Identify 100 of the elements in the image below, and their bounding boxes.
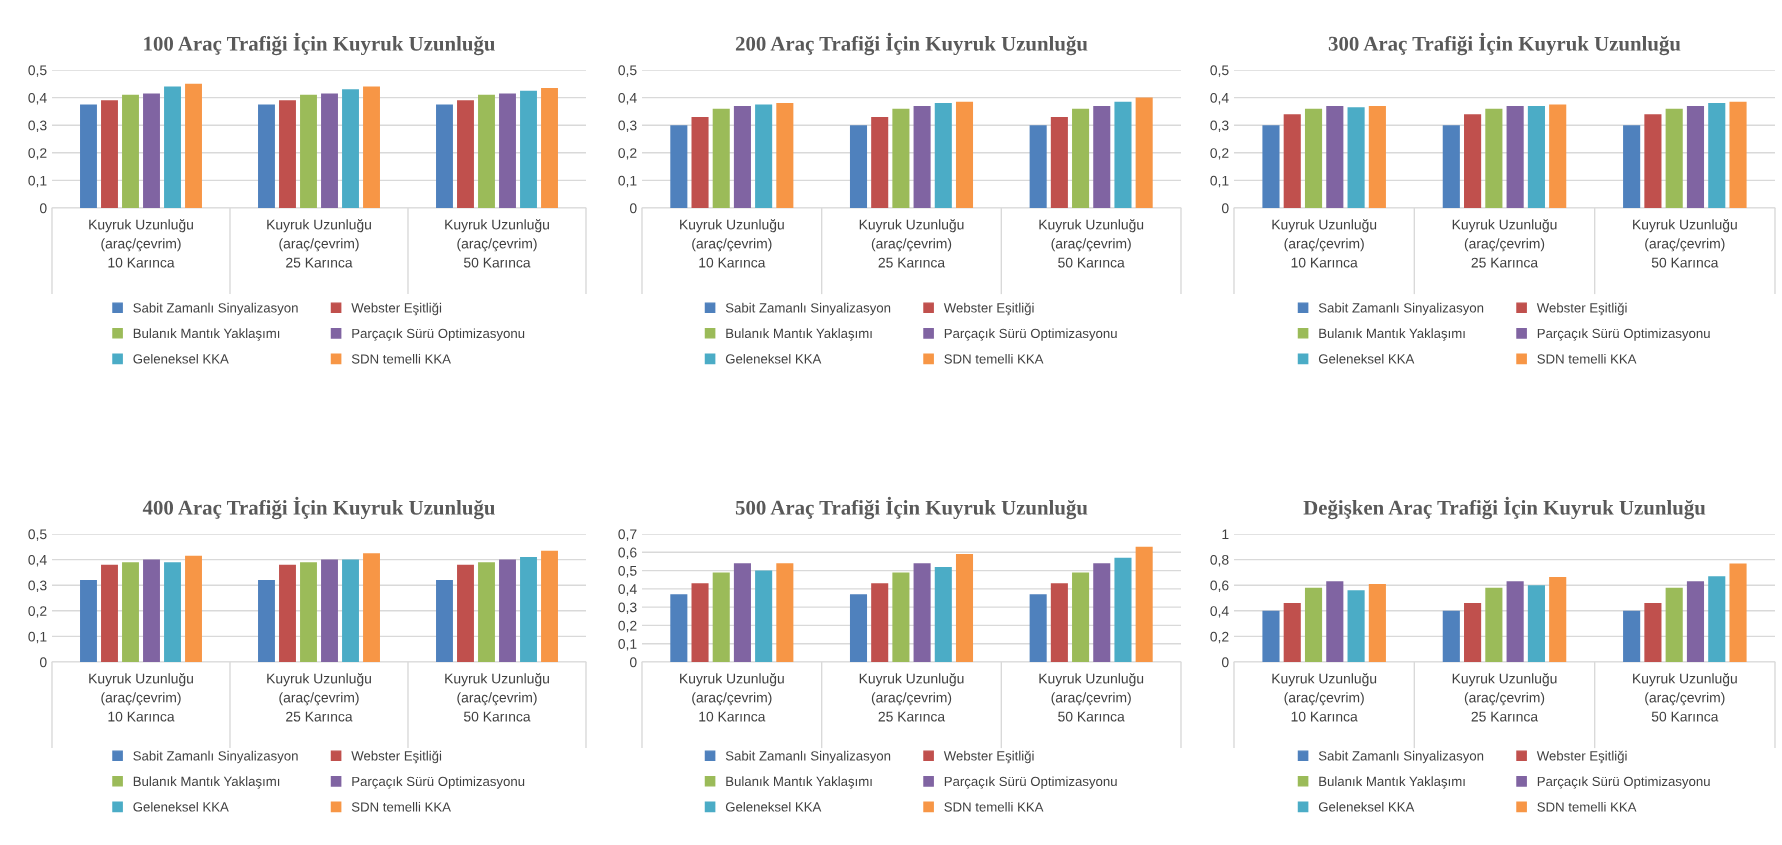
legend-label: Bulanık Mantık Yaklaşımı — [133, 328, 280, 341]
bar — [1283, 114, 1301, 208]
y-tick-label: 0,4 — [28, 92, 47, 105]
bar — [1623, 125, 1641, 208]
legend-label: Webster Eşitliği — [943, 302, 1034, 316]
bar — [363, 86, 380, 208]
bar — [143, 93, 160, 208]
legend-label: Bulanık Mantık Yaklaşımı — [726, 776, 872, 789]
legend-label: Geleneksel KKA — [133, 353, 229, 364]
bar — [1072, 572, 1090, 662]
x-tick-label: Kuyruk Uzunluğu (araç/çevrim) 25 Karınca — [1452, 219, 1557, 268]
bar — [279, 564, 296, 662]
y-tick-label: 0,6 — [618, 547, 637, 560]
bar — [913, 563, 931, 662]
legend-label: Webster Eşitliği — [351, 750, 442, 764]
bar — [1304, 108, 1323, 208]
legend-label: Webster Eşitliği — [943, 750, 1034, 764]
bar — [1050, 116, 1068, 208]
bar — [279, 100, 296, 208]
bar — [1029, 125, 1047, 208]
legend-label: Geleneksel KKA — [1318, 801, 1415, 812]
x-tick-label: Kuyruk Uzunluğu (araç/çevrim) 25 Karınca — [1452, 673, 1557, 722]
bar — [871, 116, 889, 208]
legend-label: Sabit Zamanlı Sinyalizasyon — [725, 302, 891, 316]
bar — [670, 594, 688, 662]
legend-label: Parçaçık Sürü Optimizasyonu — [352, 776, 525, 789]
legend-label: Geleneksel KKA — [133, 801, 229, 812]
y-tick-label: 0,2 — [1210, 631, 1229, 644]
y-tick-label: 0,5 — [618, 565, 637, 578]
bar — [776, 103, 794, 208]
legend-label: Webster Eşitliği — [351, 302, 442, 316]
x-tick-label: Kuyruk Uzunluğu (araç/çevrim) 50 Karınca — [445, 673, 549, 722]
y-tick-label: 0,2 — [28, 606, 47, 618]
bar — [457, 100, 474, 208]
bar — [955, 554, 974, 662]
y-tick-label: 0,2 — [1210, 148, 1229, 160]
x-tick-label: Kuyruk Uzunluğu (araç/çevrim) 25 Karınca — [267, 219, 371, 268]
y-tick-label: 0,3 — [618, 120, 637, 133]
bar — [258, 580, 275, 662]
x-tick-label: Kuyruk Uzunluğu (araç/çevrim) 25 Karınca — [859, 219, 964, 268]
bar — [913, 105, 931, 208]
legend-label: Bulanık Mantık Yaklaşımı — [1319, 776, 1465, 789]
bar — [1644, 603, 1662, 662]
y-tick-label: 0,3 — [28, 580, 47, 593]
bar — [321, 559, 338, 662]
y-tick-label: 0,4 — [28, 554, 47, 567]
x-tick-label: Kuyruk Uzunluğu (araç/çevrim) 10 Karınca — [1272, 673, 1377, 722]
y-tick-label: 0,5 — [618, 65, 637, 77]
bar — [1527, 585, 1545, 662]
bar — [1644, 114, 1662, 208]
bar — [185, 555, 202, 662]
x-tick-label: Kuyruk Uzunluğu (araç/çevrim) 10 Karınca — [89, 219, 193, 268]
y-tick-label: 0,5 — [1210, 65, 1229, 77]
x-tick-label: Kuyruk Uzunluğu (araç/çevrim) 50 Karınca — [445, 219, 549, 268]
legend-label: Geleneksel KKA — [725, 801, 822, 812]
bar — [1347, 590, 1365, 662]
y-tick-label: 0,5 — [28, 529, 47, 541]
bar — [300, 562, 317, 662]
bar — [164, 562, 181, 662]
x-tick-label: Kuyruk Uzunluğu (araç/çevrim) 10 Karınca — [89, 673, 193, 722]
y-tick-label: 0,3 — [28, 120, 47, 133]
legend-label: SDN temelli KKA — [351, 801, 451, 812]
x-tick-label: Kuyruk Uzunluğu (araç/çevrim) 50 Karınca — [1633, 219, 1737, 268]
bar — [478, 562, 495, 662]
x-tick-label: Kuyruk Uzunluğu (araç/çevrim) 25 Karınca — [267, 673, 371, 722]
bar — [520, 557, 537, 662]
bar — [712, 572, 730, 662]
bar — [185, 83, 202, 208]
legend-label: Bulanık Mantık Yaklaşımı — [1319, 328, 1465, 341]
bar — [712, 108, 730, 208]
legend-label: SDN temelli KKA — [944, 801, 1044, 812]
legend-label: Parçaçık Sürü Optimizasyonu — [1537, 776, 1710, 789]
bar — [1050, 583, 1068, 662]
bar — [363, 553, 380, 662]
bar — [122, 94, 139, 208]
y-tick-label: 0,4 — [1210, 92, 1229, 105]
legend-label: Parçaçık Sürü Optimizasyonu — [1537, 328, 1710, 341]
legend-label: Parçaçık Sürü Optimizasyonu — [944, 328, 1117, 341]
bar — [122, 562, 139, 662]
bar — [691, 583, 709, 662]
bar — [755, 570, 773, 662]
bar — [776, 563, 794, 662]
legend-label: Sabit Zamanlı Sinyalizasyon — [1318, 750, 1484, 764]
bar — [934, 103, 952, 208]
legend-label: Parçaçık Sürü Optimizasyonu — [944, 776, 1117, 789]
x-tick-label: Kuyruk Uzunluğu (araç/çevrim) 50 Karınca — [1039, 673, 1144, 722]
bar — [499, 93, 516, 208]
legend-label: Sabit Zamanlı Sinyalizasyon — [133, 302, 298, 316]
bar — [1368, 583, 1386, 662]
legend-label: Sabit Zamanlı Sinyalizasyon — [133, 750, 298, 764]
y-tick-label: 0 — [1221, 203, 1229, 214]
bar — [892, 572, 910, 662]
y-tick-label: 0 — [629, 657, 637, 668]
bar — [1485, 108, 1503, 208]
legend-label: Geleneksel KKA — [725, 353, 822, 364]
x-tick-label: Kuyruk Uzunluğu (araç/çevrim) 50 Karınca — [1039, 219, 1144, 268]
x-tick-label: Kuyruk Uzunluğu (araç/çevrim) 25 Karınca — [859, 673, 964, 722]
y-tick-label: 0,1 — [1210, 175, 1229, 188]
bar — [321, 93, 338, 208]
bar — [499, 559, 516, 662]
